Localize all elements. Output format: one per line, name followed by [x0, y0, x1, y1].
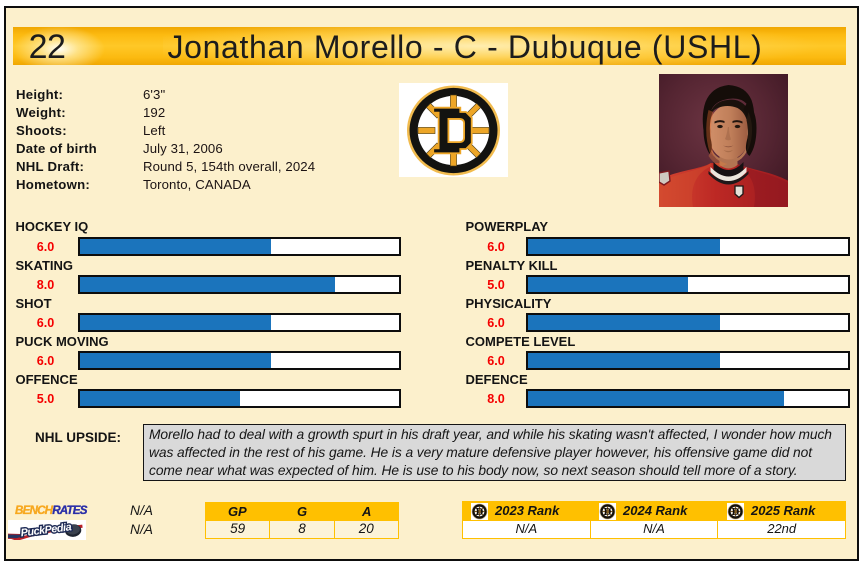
svg-text:PuckPedia: PuckPedia: [20, 521, 72, 539]
svg-text:D: D: [732, 507, 740, 518]
svg-text:D: D: [476, 507, 484, 518]
svg-text:D: D: [604, 507, 612, 518]
